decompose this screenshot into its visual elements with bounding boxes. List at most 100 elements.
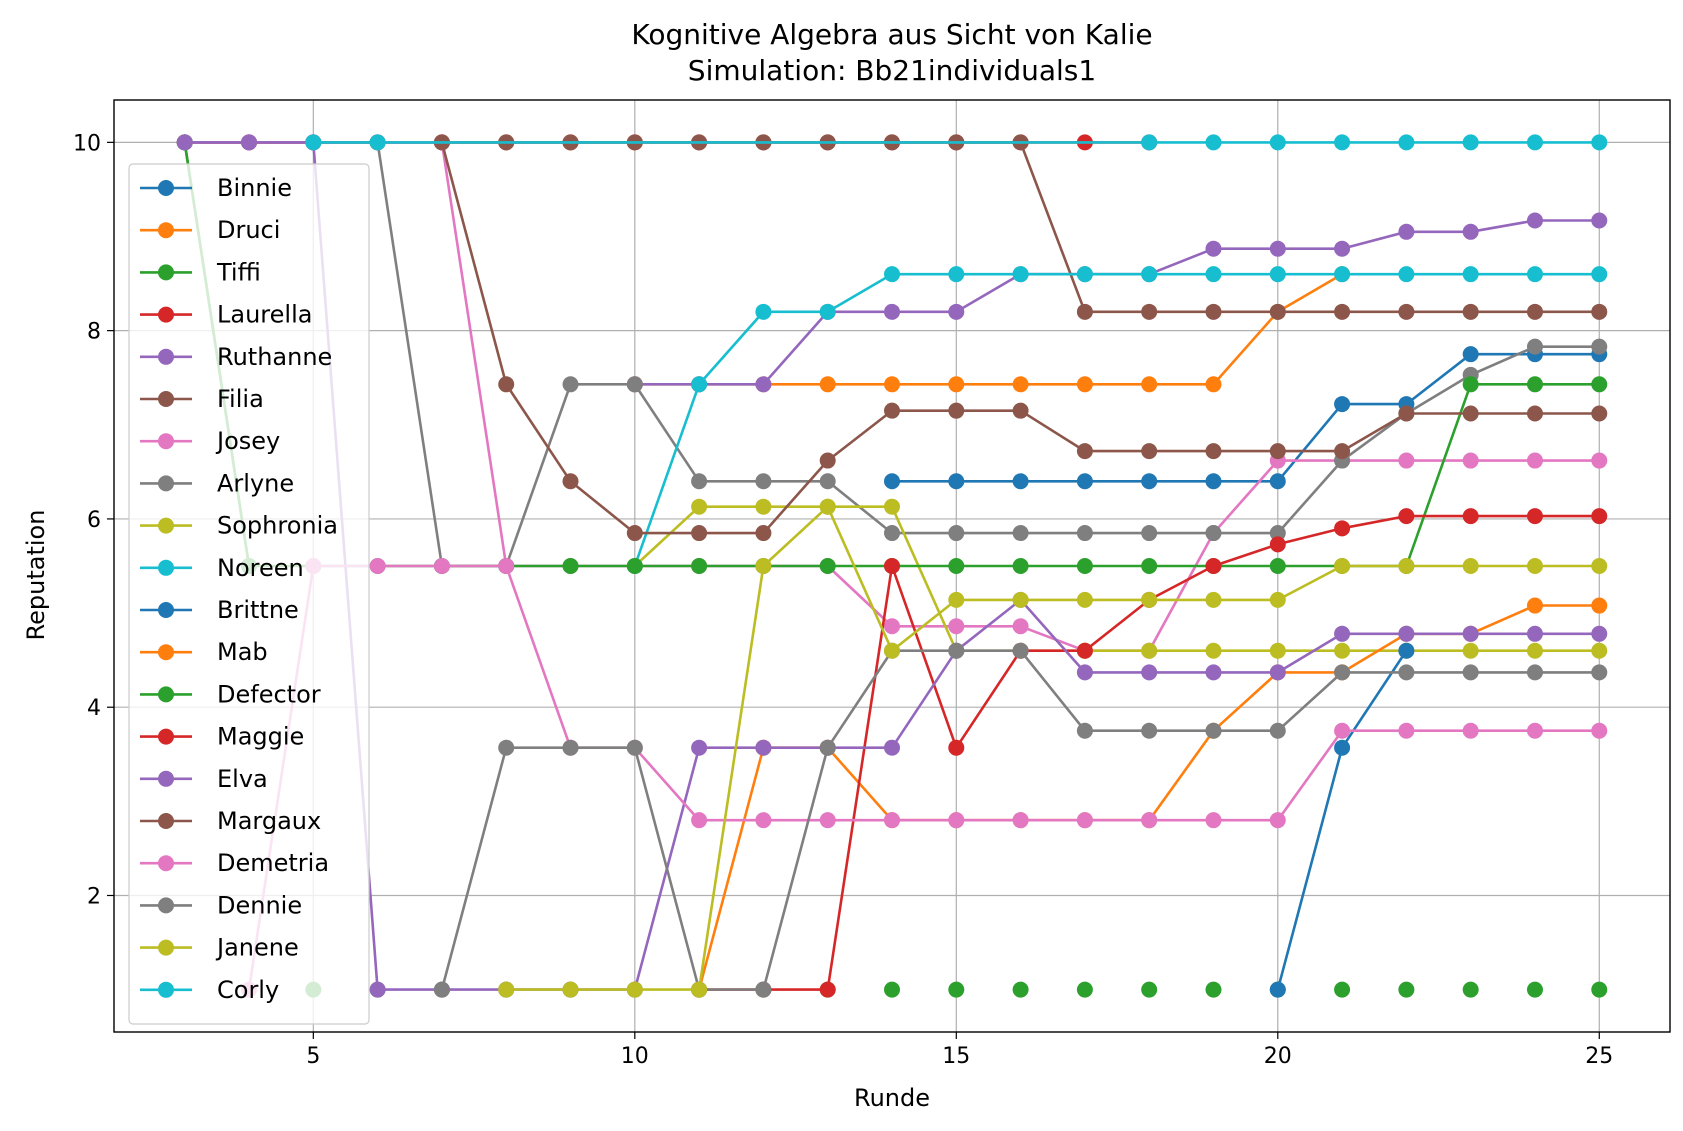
- data-point: [1334, 664, 1351, 681]
- x-tick-label: 5: [306, 1044, 320, 1069]
- series-line-janene: [506, 505, 1600, 991]
- data-point: [433, 558, 450, 574]
- legend-marker: [158, 897, 174, 914]
- data-point: [1591, 452, 1608, 469]
- legend-entry: Mab: [140, 638, 268, 666]
- legend-marker: [158, 939, 174, 956]
- data-point: [305, 134, 322, 151]
- data-point: [562, 739, 579, 756]
- data-point: [498, 376, 515, 393]
- data-point: [1462, 642, 1479, 659]
- y-tick-label: 8: [87, 320, 101, 345]
- data-point: [884, 812, 900, 829]
- data-point: [1012, 618, 1029, 635]
- data-point: [562, 473, 579, 490]
- data-point: [498, 558, 515, 574]
- data-point: [1012, 473, 1029, 490]
- legend-entry: Defector: [140, 680, 321, 708]
- data-point: [1526, 212, 1543, 229]
- data-point: [626, 558, 643, 574]
- data-point: [1526, 597, 1543, 614]
- legend-label: Janene: [215, 934, 299, 962]
- legend-entry: Demetria: [140, 849, 329, 877]
- data-point: [1141, 642, 1158, 659]
- y-axis-label: Reputation: [22, 510, 50, 641]
- data-point: [1012, 402, 1029, 419]
- data-point: [1526, 405, 1543, 422]
- legend-marker: [158, 306, 174, 323]
- data-point: [1012, 812, 1029, 829]
- data-point: [1205, 812, 1222, 829]
- legend-label: Binnie: [217, 174, 292, 202]
- data-point: [1076, 591, 1093, 608]
- data-point: [1462, 405, 1479, 422]
- data-point: [1591, 597, 1608, 614]
- x-tick-label: 20: [1264, 1044, 1292, 1069]
- legend-entry: Ruthanne: [140, 343, 332, 371]
- legend-entry: Tiffi: [140, 258, 261, 286]
- data-point: [1398, 625, 1415, 642]
- data-point: [1526, 664, 1543, 681]
- y-tick-label: 10: [73, 131, 101, 156]
- legend-marker: [158, 981, 174, 998]
- data-point: [1012, 981, 1029, 998]
- data-point: [1269, 642, 1286, 659]
- data-point: [1076, 812, 1093, 829]
- data-point: [1591, 664, 1608, 681]
- data-point: [1526, 558, 1543, 574]
- data-point: [819, 376, 836, 393]
- legend-marker: [158, 602, 174, 618]
- data-point: [819, 303, 836, 320]
- data-point: [1269, 240, 1286, 257]
- data-point: [1076, 664, 1093, 681]
- x-tick-label: 15: [942, 1044, 970, 1069]
- legend-label: Noreen: [217, 554, 304, 582]
- legend-marker: [158, 222, 174, 239]
- data-point: [1205, 591, 1222, 608]
- legend-label: Corly: [217, 976, 279, 1004]
- y-tick-label: 4: [87, 696, 101, 721]
- data-point: [1591, 303, 1608, 320]
- legend-label: Dennie: [217, 891, 302, 919]
- data-point: [1462, 664, 1479, 681]
- series-brittne: [1269, 642, 1415, 998]
- data-point: [819, 981, 836, 998]
- legend-entry: Binnie: [140, 174, 292, 202]
- data-point: [1141, 134, 1158, 151]
- legend-label: Elva: [217, 765, 268, 793]
- data-point: [1141, 443, 1158, 460]
- data-point: [1076, 981, 1093, 998]
- data-point: [1526, 625, 1543, 642]
- data-point: [1076, 525, 1093, 542]
- data-point: [1334, 266, 1351, 283]
- data-point: [1269, 722, 1286, 739]
- data-point: [819, 473, 836, 490]
- data-point: [1269, 664, 1286, 681]
- data-point: [691, 525, 708, 542]
- data-point: [1334, 739, 1351, 756]
- legend-marker: [158, 433, 174, 450]
- legend-label: Maggie: [217, 723, 304, 751]
- data-point: [1526, 642, 1543, 659]
- data-point: [1591, 134, 1608, 151]
- data-point: [819, 739, 836, 756]
- data-point: [1141, 525, 1158, 542]
- data-point: [626, 981, 643, 998]
- legend-entry: Arlyne: [140, 469, 294, 497]
- data-point: [1462, 346, 1479, 363]
- legend-marker: [158, 770, 174, 787]
- series-janene: [498, 498, 1608, 998]
- data-point: [819, 812, 836, 829]
- data-point: [1398, 642, 1415, 659]
- data-point: [626, 525, 643, 542]
- data-point: [884, 266, 900, 283]
- legend-marker: [158, 728, 174, 745]
- data-point: [755, 981, 772, 998]
- data-point: [691, 498, 708, 515]
- data-point: [1398, 134, 1415, 151]
- data-point: [948, 618, 965, 635]
- data-point: [755, 303, 772, 320]
- data-point: [1269, 266, 1286, 283]
- data-point: [369, 134, 386, 151]
- data-point: [1076, 266, 1093, 283]
